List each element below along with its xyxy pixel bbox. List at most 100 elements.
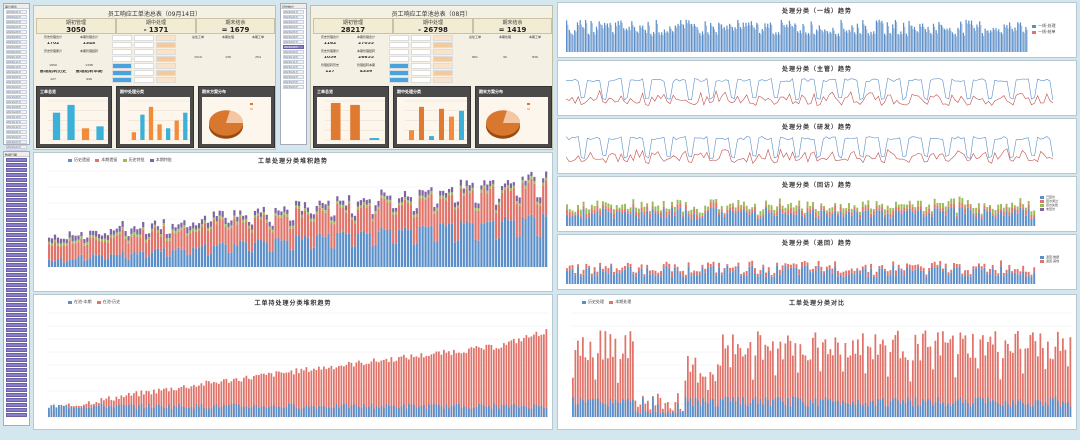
slicer-item[interactable] <box>6 263 27 267</box>
slicer-item[interactable] <box>6 338 27 342</box>
slicer-item[interactable]: 2021年10月 <box>6 115 27 119</box>
slicer-item[interactable] <box>6 388 27 392</box>
slicer-item[interactable]: 2023年01月 <box>283 70 304 74</box>
slicer-item[interactable]: 2022年06月 <box>283 35 304 39</box>
slicer-item[interactable] <box>6 168 27 172</box>
slicer-item[interactable] <box>6 298 27 302</box>
slicer-item[interactable]: 2021年09月 <box>6 110 27 114</box>
slicer-item[interactable] <box>6 163 27 167</box>
slicer-item[interactable] <box>6 183 27 187</box>
slicer-item[interactable] <box>6 333 27 337</box>
slicer-item[interactable]: 2020年01月 <box>6 10 27 14</box>
slicer-data-date[interactable]: 数据日期 <box>3 151 30 426</box>
slicer-item[interactable] <box>6 378 27 382</box>
slicer-item[interactable] <box>6 393 27 397</box>
slicer-item[interactable] <box>6 188 27 192</box>
slicer-item[interactable] <box>6 258 27 262</box>
slicer-item[interactable] <box>6 283 27 287</box>
slicer-item[interactable] <box>6 158 27 162</box>
slicer-month[interactable]: 月份统计 2022年01月 2022年02月 2022年03月 2022年04月 202… <box>280 3 307 145</box>
slicer-item[interactable] <box>6 373 27 377</box>
slicer-item[interactable]: 2021年05月 <box>6 90 27 94</box>
slicer-item[interactable] <box>6 348 27 352</box>
slicer-item[interactable] <box>6 178 27 182</box>
slicer-item[interactable]: 2021年02月 <box>6 75 27 79</box>
slicer-item[interactable] <box>6 238 27 242</box>
slicer-item[interactable] <box>6 228 27 232</box>
slicer-item[interactable]: 2022年04月 <box>6 145 27 149</box>
bar-segment <box>80 238 83 255</box>
slicer-item[interactable]: 2022年12月 <box>283 65 304 69</box>
slicer-item[interactable] <box>6 303 27 307</box>
slicer-item[interactable]: 2021年06月 <box>6 95 27 99</box>
slicer-item[interactable] <box>6 403 27 407</box>
slicer-item[interactable]: 2022年08月 <box>283 45 304 49</box>
slicer-item[interactable] <box>6 323 27 327</box>
slicer-item[interactable] <box>6 313 27 317</box>
slicer-item[interactable]: 2023年03月 <box>283 80 304 84</box>
slicer-item[interactable]: 2021年01月 <box>6 70 27 74</box>
slicer-item[interactable] <box>6 363 27 367</box>
slicer-audit-months[interactable]: 审计报表 2020年01月 2020年02月 2020年03月 2020年04月 202… <box>3 3 30 174</box>
slicer-item[interactable] <box>6 243 27 247</box>
slicer-item[interactable] <box>6 358 27 362</box>
slicer-item[interactable]: 2020年07月 <box>6 40 27 44</box>
slicer-item[interactable]: 2022年11月 <box>283 60 304 64</box>
slicer-item[interactable] <box>6 318 27 322</box>
slicer-item[interactable] <box>6 383 27 387</box>
slicer-item[interactable] <box>6 173 27 177</box>
slicer-item[interactable]: 2020年02月 <box>6 15 27 19</box>
slicer-item[interactable]: 2022年03月 <box>6 140 27 144</box>
slicer-item[interactable]: 2021年11月 <box>6 120 27 124</box>
slicer-item[interactable]: 2020年03月 <box>6 20 27 24</box>
slicer-item[interactable] <box>6 293 27 297</box>
slicer-item[interactable] <box>6 273 27 277</box>
slicer-item[interactable]: 2022年03月 <box>283 20 304 24</box>
slicer-item[interactable] <box>6 268 27 272</box>
slicer-item[interactable]: 2020年04月 <box>6 25 27 29</box>
slicer-item[interactable] <box>6 308 27 312</box>
slicer-item[interactable] <box>6 218 27 222</box>
slicer-item[interactable]: 2020年08月 <box>6 45 27 49</box>
slicer-item[interactable]: 2022年02月 <box>283 15 304 19</box>
slicer-item[interactable] <box>6 198 27 202</box>
slicer-item[interactable] <box>6 248 27 252</box>
slicer-item[interactable] <box>6 278 27 282</box>
slicer-item[interactable] <box>6 213 27 217</box>
slicer-item[interactable]: 2020年09月 <box>6 50 27 54</box>
slicer-item[interactable]: 2022年02月 <box>6 135 27 139</box>
slicer-item[interactable] <box>6 398 27 402</box>
slicer-item[interactable]: 2022年09月 <box>283 50 304 54</box>
slicer-item[interactable] <box>6 413 27 417</box>
slicer-item[interactable]: 2020年05月 <box>6 30 27 34</box>
slicer-item[interactable]: 2022年01月 <box>6 130 27 134</box>
slicer-item[interactable] <box>6 328 27 332</box>
slicer-item[interactable] <box>6 223 27 227</box>
slicer-item[interactable] <box>6 343 27 347</box>
slicer-item[interactable] <box>6 203 27 207</box>
slicer-item[interactable]: 2021年03月 <box>6 80 27 84</box>
slicer-item[interactable]: 2022年10月 <box>283 55 304 59</box>
slicer-item[interactable]: 2022年01月 <box>283 10 304 14</box>
slicer-item[interactable]: 2020年10月 <box>6 55 27 59</box>
slicer-item[interactable] <box>6 408 27 412</box>
slicer-item[interactable]: 2021年08月 <box>6 105 27 109</box>
slicer-item[interactable]: 2020年11月 <box>6 60 27 64</box>
slicer-item[interactable]: 2021年12月 <box>6 125 27 129</box>
slicer-item[interactable] <box>6 353 27 357</box>
slicer-item[interactable]: 2023年04月 <box>283 85 304 89</box>
slicer-item[interactable]: 2020年06月 <box>6 35 27 39</box>
slicer-item[interactable]: 2021年04月 <box>6 85 27 89</box>
slicer-item[interactable] <box>6 288 27 292</box>
slicer-item[interactable]: 2020年12月 <box>6 65 27 69</box>
slicer-item[interactable]: 2022年04月 <box>283 25 304 29</box>
slicer-item[interactable]: 2022年07月 <box>283 40 304 44</box>
slicer-item[interactable] <box>6 233 27 237</box>
slicer-item[interactable] <box>6 253 27 257</box>
slicer-item[interactable]: 2023年02月 <box>283 75 304 79</box>
slicer-item[interactable]: 2021年07月 <box>6 100 27 104</box>
slicer-item[interactable]: 2022年05月 <box>283 30 304 34</box>
slicer-item[interactable] <box>6 368 27 372</box>
slicer-item[interactable] <box>6 208 27 212</box>
slicer-item[interactable] <box>6 193 27 197</box>
